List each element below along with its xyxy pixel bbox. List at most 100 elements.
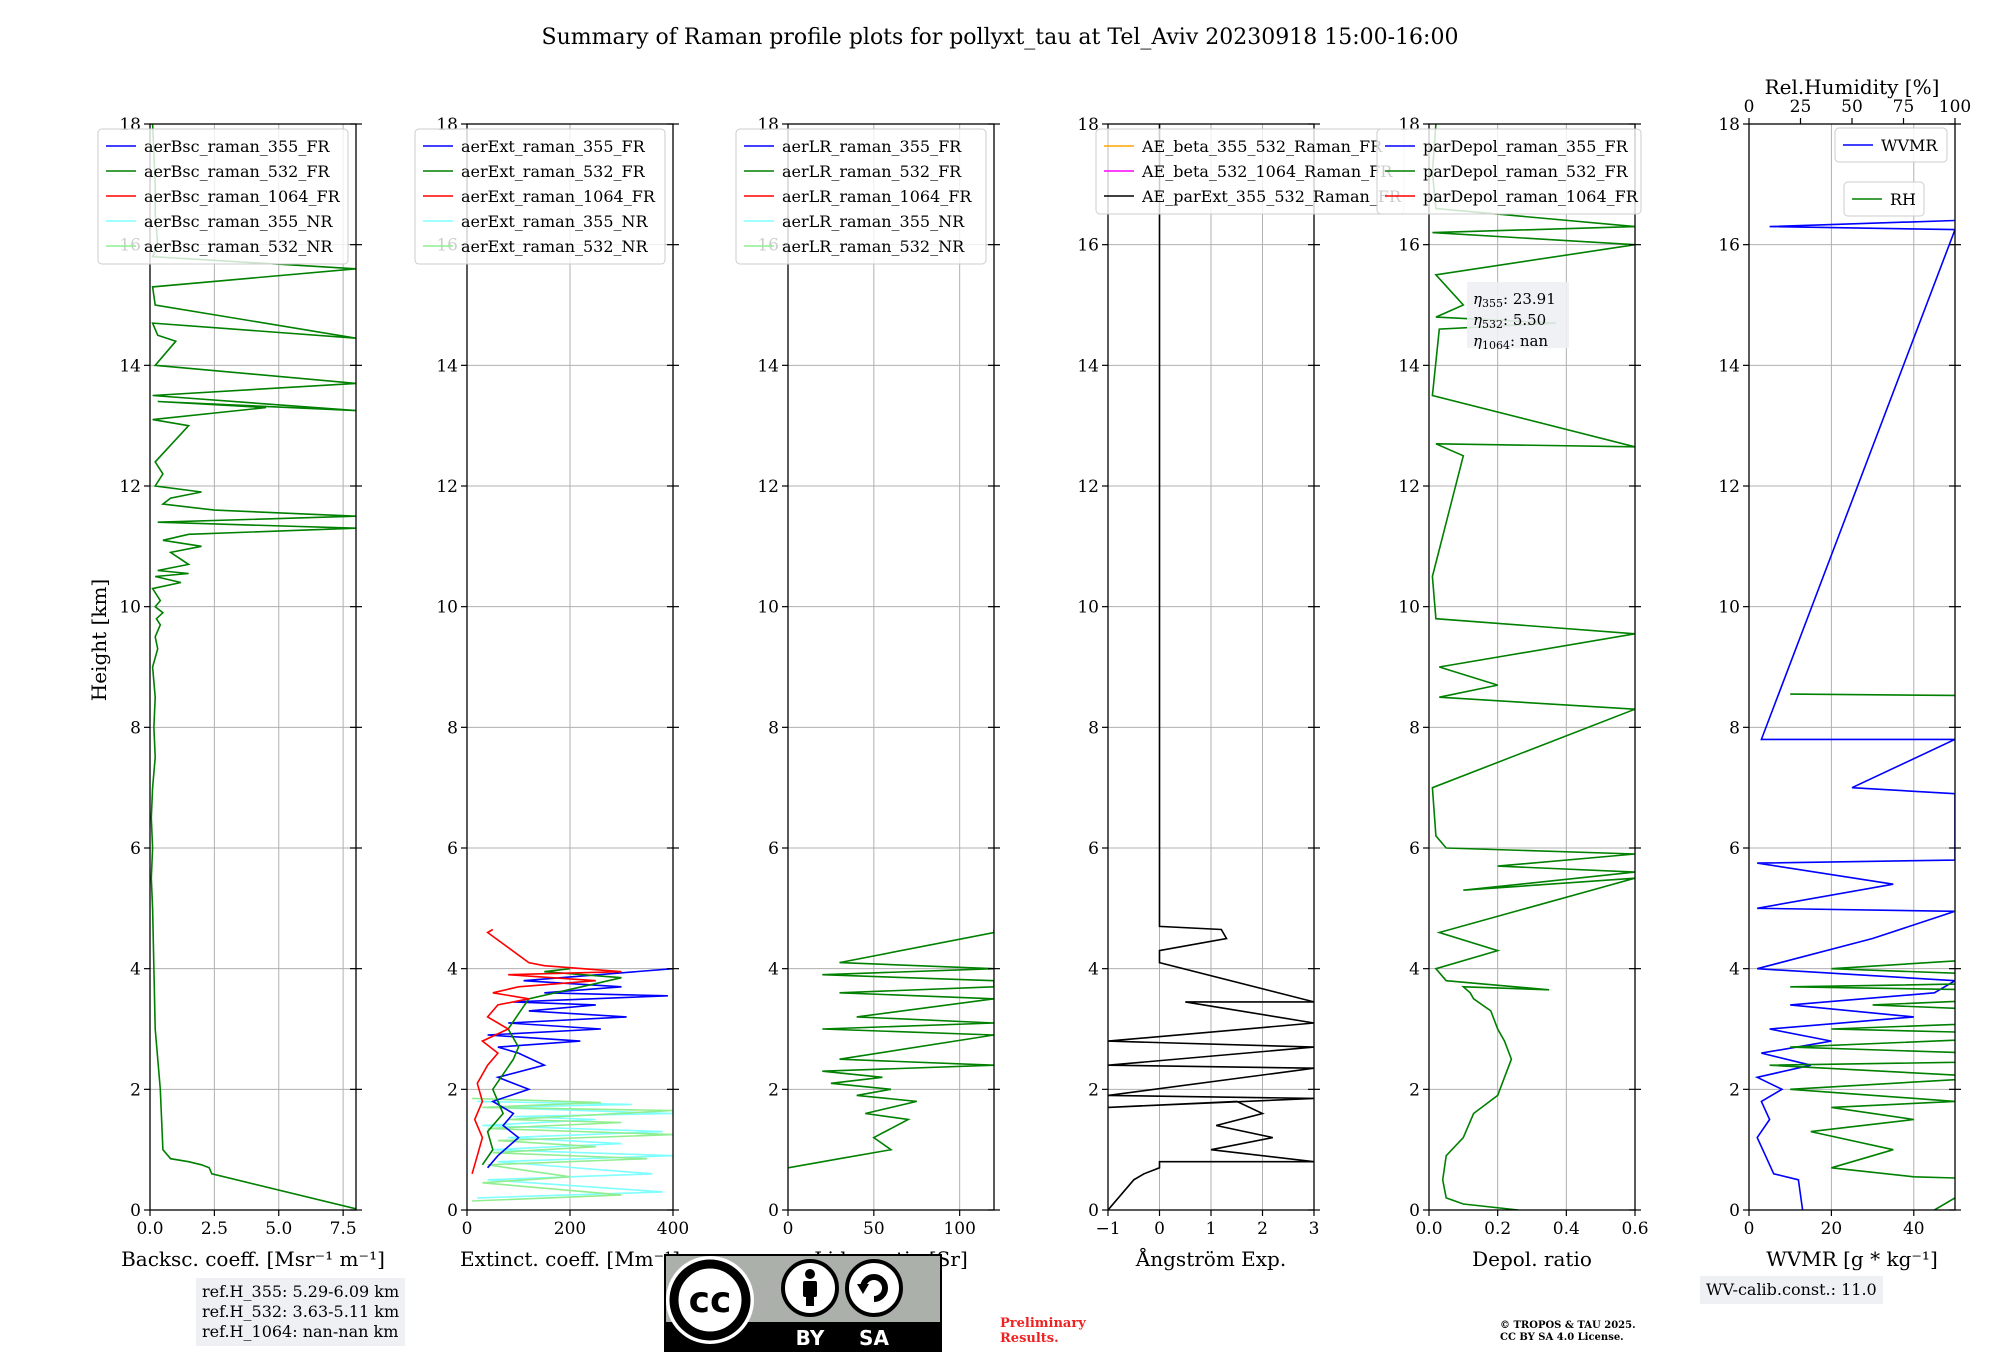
wv-calib-constant: WV-calib.const.: 11.0 bbox=[1706, 1280, 1877, 1299]
legend-label: aerExt_raman_1064_FR bbox=[461, 187, 656, 206]
legend-label: aerExt_raman_532_FR bbox=[461, 162, 646, 181]
y-tick-label: 2 bbox=[768, 1080, 779, 1100]
eta-number: : nan bbox=[1510, 332, 1548, 350]
copyright-note: © TROPOS & TAU 2025. CC BY SA 4.0 Licens… bbox=[1500, 1320, 1636, 1344]
y-tick-label: 10 bbox=[1077, 598, 1099, 618]
y-tick-label: 12 bbox=[757, 477, 779, 497]
legend-label: aerLR_raman_1064_FR bbox=[782, 187, 972, 206]
legend-label: aerExt_raman_355_FR bbox=[461, 137, 646, 156]
x-tick-label: 2.5 bbox=[201, 1219, 228, 1239]
y-tick-label: 14 bbox=[119, 356, 141, 376]
y-tick-label: 18 bbox=[1718, 115, 1740, 135]
preliminary-note: Preliminary Results. bbox=[1000, 1316, 1086, 1346]
y-tick-label: 16 bbox=[1077, 236, 1099, 256]
legend-label: aerLR_raman_355_FR bbox=[782, 137, 962, 156]
attribution-icon bbox=[781, 1259, 839, 1317]
top-tick-label: 25 bbox=[1790, 97, 1812, 117]
y-tick-label: 6 bbox=[130, 839, 141, 859]
ref-height-532: ref.H_532: 3.63-5.11 km bbox=[202, 1302, 400, 1321]
y-tick-label: 2 bbox=[130, 1080, 141, 1100]
legend-box bbox=[414, 128, 666, 265]
x-tick-label: 0 bbox=[462, 1219, 473, 1239]
y-tick-label: 14 bbox=[1718, 356, 1740, 376]
y-tick-label: 8 bbox=[447, 718, 458, 738]
y-tick-label: 14 bbox=[1398, 356, 1420, 376]
x-tick-label: 0 bbox=[1154, 1219, 1165, 1239]
x-tick-label: 0 bbox=[1744, 1219, 1755, 1239]
legend: AE_beta_355_532_Raman_FR AE_beta_532_1064… bbox=[1095, 128, 1405, 215]
axes-frame bbox=[149, 123, 357, 1211]
reference-height-box: ref.H_355: 5.29-6.09 km ref.H_532: 3.63-… bbox=[196, 1278, 406, 1346]
y-tick-label: 8 bbox=[1409, 718, 1420, 738]
y-tick-label: 4 bbox=[130, 960, 141, 980]
share-alike-icon bbox=[845, 1259, 903, 1317]
y-tick-label: 12 bbox=[119, 477, 141, 497]
x-tick-label: 20 bbox=[1821, 1219, 1843, 1239]
y-tick-label: 14 bbox=[1077, 356, 1099, 376]
axes-frame bbox=[787, 123, 995, 1211]
y-tick-label: 14 bbox=[757, 356, 779, 376]
legend-box bbox=[1376, 128, 1642, 215]
legend-label: aerExt_raman_532_NR bbox=[461, 237, 649, 256]
legend: aerExt_raman_355_FR aerExt_raman_532_FRae… bbox=[414, 128, 666, 265]
y-tick-label: 8 bbox=[130, 718, 141, 738]
x-tick-label: 200 bbox=[554, 1219, 586, 1239]
y-tick-label: 12 bbox=[1077, 477, 1099, 497]
x-tick-label: 400 bbox=[657, 1219, 689, 1239]
legend: aerLR_raman_355_FR aerLR_raman_532_FR aerL… bbox=[735, 128, 987, 265]
eta-symbol: η bbox=[1473, 311, 1482, 329]
y-tick-label: 0 bbox=[1409, 1201, 1420, 1221]
top-tick-label: 100 bbox=[1939, 97, 1971, 117]
legend-label: aerLR_raman_532_FR bbox=[782, 162, 962, 181]
series-extinction-0 bbox=[477, 1100, 673, 1199]
series-angstrom-0 bbox=[1108, 124, 1314, 1210]
eta-value: η1064: nan bbox=[1473, 332, 1548, 352]
y-tick-label: 10 bbox=[1718, 598, 1740, 618]
y-axis-label: Height [km] bbox=[87, 579, 111, 701]
y-tick-label: 4 bbox=[1088, 960, 1099, 980]
x-tick-label: 0.2 bbox=[1484, 1219, 1511, 1239]
x-axis-label: WVMR [g * kg⁻¹] bbox=[1766, 1247, 1938, 1271]
figure-title: Summary of Raman profile plots for polly… bbox=[542, 25, 1459, 50]
preliminary-line-2: Results. bbox=[1000, 1331, 1059, 1346]
legend: aerBsc_raman_355_FR aerBsc_raman_532_FRae… bbox=[97, 128, 349, 265]
x-axis-label: Extinct. coeff. [Mm⁻¹] bbox=[460, 1247, 680, 1271]
y-tick-label: 6 bbox=[1088, 839, 1099, 859]
x-tick-label: 0.0 bbox=[1415, 1219, 1442, 1239]
legend-box bbox=[1834, 127, 1948, 163]
y-tick-label: 16 bbox=[1398, 236, 1420, 256]
series-water_vapor-1 bbox=[1769, 693, 1955, 1210]
x-tick-label: 0.0 bbox=[136, 1219, 163, 1239]
panel-lidar_ratio: 024681012141618050100Lidar ratio [Sr]aer… bbox=[735, 115, 1000, 1271]
y-tick-label: 0 bbox=[768, 1201, 779, 1221]
series-lidar_ratio-0 bbox=[788, 929, 994, 1169]
x-tick-label: 40 bbox=[1903, 1219, 1925, 1239]
y-tick-label: 16 bbox=[1718, 236, 1740, 256]
y-tick-label: 0 bbox=[1088, 1201, 1099, 1221]
y-tick-label: 8 bbox=[1729, 718, 1740, 738]
x-tick-label: 50 bbox=[863, 1219, 885, 1239]
y-tick-label: 10 bbox=[1398, 598, 1420, 618]
legend-label: parDepol_raman_355_FR bbox=[1423, 137, 1629, 156]
y-tick-label: 12 bbox=[436, 477, 458, 497]
y-tick-label: 0 bbox=[447, 1201, 458, 1221]
legend-label: aerBsc_raman_1064_FR bbox=[144, 187, 341, 206]
legend-label: aerBsc_raman_355_NR bbox=[144, 212, 333, 231]
eta-subscript: 532 bbox=[1482, 318, 1503, 331]
legend-label: aerLR_raman_532_NR bbox=[782, 237, 965, 256]
series-extinction-3 bbox=[481, 967, 622, 1166]
y-tick-label: 4 bbox=[1409, 960, 1420, 980]
panel-extinction: 0246810121416180200400Extinct. coeff. [M… bbox=[414, 115, 689, 1271]
x-axis-label: Backsc. coeff. [Msr⁻¹ m⁻¹] bbox=[121, 1247, 385, 1271]
series-water_vapor-0 bbox=[1754, 219, 1955, 1210]
legend-label: AE_beta_532_1064_Raman_FR bbox=[1141, 162, 1393, 181]
y-tick-label: 6 bbox=[768, 839, 779, 859]
x-tick-label: 3 bbox=[1309, 1219, 1320, 1239]
legend-label: WVMR bbox=[1881, 136, 1938, 155]
y-tick-label: 6 bbox=[1729, 839, 1740, 859]
eta-value: η355: 23.91 bbox=[1473, 290, 1556, 310]
